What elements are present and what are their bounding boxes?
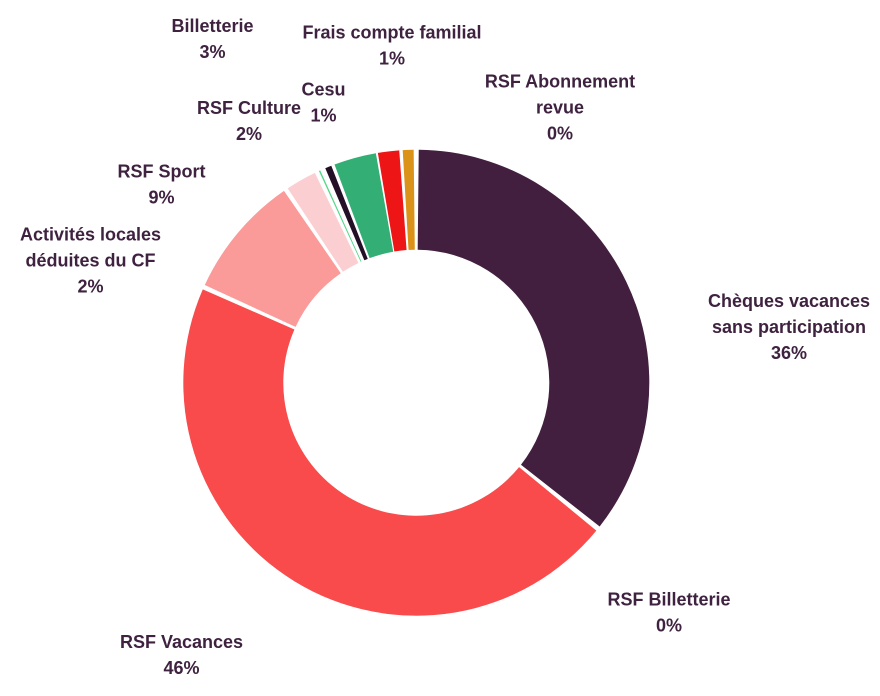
svg-text:déduites du CF: déduites du CF [26, 251, 156, 271]
svg-text:0%: 0% [656, 615, 682, 635]
svg-text:2%: 2% [77, 277, 103, 297]
svg-text:Chèques vacances: Chèques vacances [708, 291, 870, 311]
svg-text:Activités locales: Activités locales [20, 225, 161, 245]
svg-text:46%: 46% [163, 658, 199, 678]
svg-text:RSF Vacances: RSF Vacances [120, 632, 243, 652]
svg-text:2%: 2% [236, 124, 262, 144]
svg-text:36%: 36% [771, 343, 807, 363]
svg-text:RSF Culture: RSF Culture [197, 98, 301, 118]
svg-text:3%: 3% [199, 42, 225, 62]
svg-text:RSF Sport: RSF Sport [118, 161, 206, 181]
svg-text:1%: 1% [310, 106, 336, 126]
svg-text:Frais compte familial: Frais compte familial [302, 23, 481, 43]
svg-text:RSF Billetterie: RSF Billetterie [607, 589, 730, 609]
svg-text:revue: revue [536, 97, 584, 117]
svg-text:9%: 9% [148, 187, 174, 207]
svg-text:1%: 1% [379, 49, 405, 69]
svg-text:0%: 0% [547, 123, 573, 143]
svg-text:Cesu: Cesu [301, 80, 345, 100]
svg-text:Billetterie: Billetterie [171, 16, 253, 36]
svg-text:sans participation: sans participation [712, 317, 866, 337]
svg-text:RSF Abonnement: RSF Abonnement [485, 71, 635, 91]
